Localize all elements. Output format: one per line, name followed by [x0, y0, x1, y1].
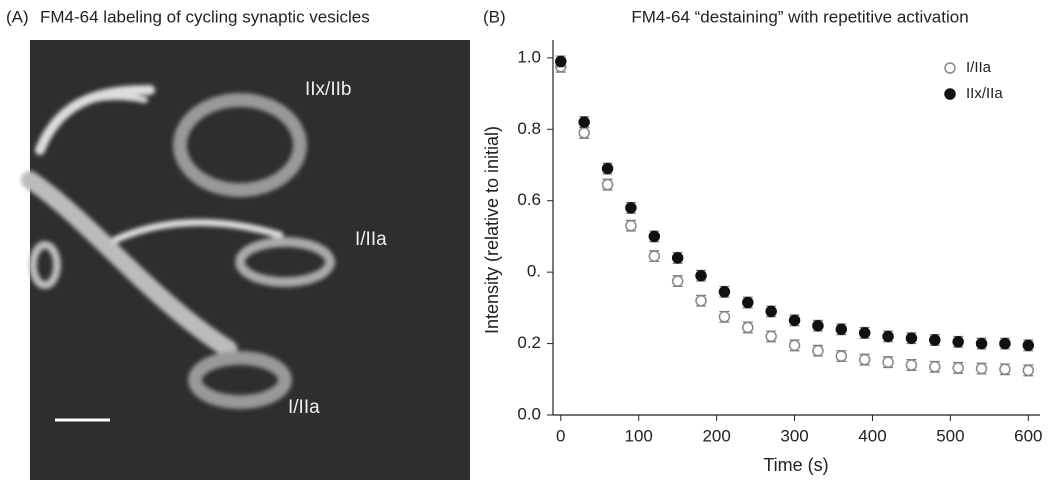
x-axis-label: Time (s) — [763, 455, 828, 475]
marker — [671, 252, 684, 264]
y-tick-label: 0.8 — [517, 119, 541, 138]
legend-label: I/IIa — [966, 59, 992, 76]
y-tick-label: 0.6 — [517, 190, 541, 209]
marker — [648, 230, 661, 243]
x-tick-label: 400 — [858, 426, 886, 445]
marker — [999, 337, 1011, 350]
x-tick-label: 100 — [625, 426, 653, 445]
marker — [671, 275, 684, 287]
annotation: I/IIa — [355, 229, 387, 250]
marker — [788, 339, 801, 352]
annotation: IIx/IIb — [305, 79, 351, 100]
y-tick-label: 0.0 — [517, 404, 541, 423]
marker — [812, 319, 824, 332]
annotation: I/IIa — [288, 397, 320, 418]
marker — [812, 344, 824, 357]
legend-label: IIx/IIa — [966, 85, 1003, 102]
micrograph — [21, 40, 470, 480]
marker — [858, 327, 871, 339]
marker — [765, 330, 777, 343]
marker — [952, 336, 964, 348]
marker — [742, 321, 754, 334]
panel-label: (A) — [6, 7, 29, 26]
marker — [999, 363, 1011, 376]
marker — [765, 305, 777, 318]
plot-area: 0.0 0.2 0. 0.6 0.8 1.0 0 100 200 300 400 500 600 I/II… — [517, 40, 1042, 445]
x-tick-label: 600 — [1014, 426, 1042, 445]
marker — [718, 286, 731, 298]
marker — [1022, 364, 1035, 377]
marker — [905, 359, 918, 371]
x-tick-label: 0 — [556, 426, 565, 445]
x-tick-label: 300 — [780, 426, 808, 445]
marker — [975, 337, 988, 350]
y-tick-label: 0.2 — [517, 333, 541, 352]
marker — [882, 356, 894, 368]
marker — [718, 311, 731, 323]
marker — [578, 116, 590, 128]
marker — [929, 361, 941, 373]
chart-title: FM4-64 “destaining” with repetitive acti… — [631, 7, 968, 26]
marker — [695, 269, 707, 282]
marker — [835, 323, 848, 336]
x-tick-label: 200 — [702, 426, 730, 445]
marker — [555, 55, 567, 68]
panel-label: (B) — [483, 7, 506, 26]
panel-title: FM4-64 labeling of cycling synaptic vesi… — [40, 7, 370, 26]
marker — [625, 219, 637, 232]
marker — [788, 314, 801, 327]
marker — [929, 334, 941, 346]
marker — [1022, 339, 1035, 352]
marker — [648, 250, 661, 262]
marker — [601, 178, 614, 191]
y-axis-label: Intensity (relative to initial) — [482, 126, 502, 334]
legend-marker — [944, 62, 956, 74]
marker — [835, 350, 848, 362]
marker — [882, 330, 894, 343]
marker — [952, 362, 964, 374]
marker — [695, 294, 707, 307]
y-tick-label: 0. — [527, 262, 541, 281]
marker — [601, 162, 614, 175]
marker — [742, 296, 754, 309]
y-tick-label: 1.0 — [517, 47, 541, 66]
legend-marker — [944, 88, 956, 100]
marker — [905, 332, 918, 344]
marker — [625, 202, 637, 214]
marker — [975, 362, 988, 375]
x-tick-label: 500 — [936, 426, 964, 445]
marker — [578, 127, 590, 139]
marker — [858, 353, 871, 366]
